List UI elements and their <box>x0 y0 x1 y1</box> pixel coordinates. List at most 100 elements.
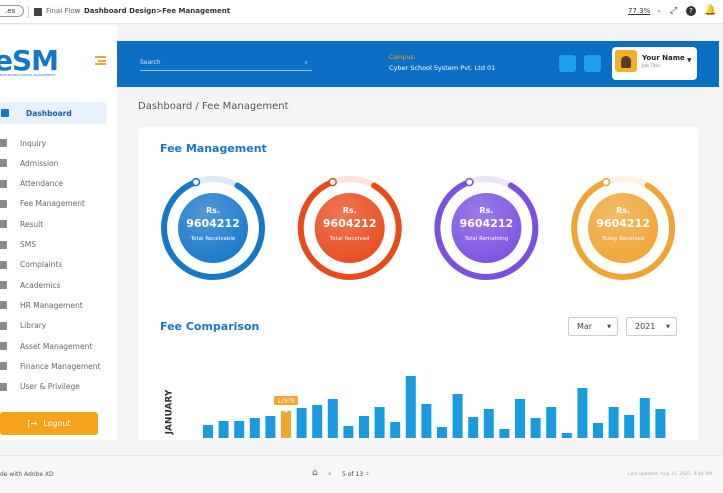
menu-icon <box>0 301 7 310</box>
bar <box>203 425 213 438</box>
menu-item[interactable]: Academics <box>0 274 107 296</box>
menu-item[interactable]: SMS <box>0 234 107 256</box>
menu-icon <box>0 260 7 269</box>
ring-dot <box>601 177 611 187</box>
menu-icon <box>0 281 7 290</box>
menu-item[interactable]: Dashboard <box>0 102 107 124</box>
fullscreen[interactable]: ⤢ <box>670 6 678 16</box>
project[interactable]: Final Flow <box>46 7 81 15</box>
menu-item[interactable]: Asset Management <box>0 335 107 357</box>
section-title: Fee Comparison <box>160 320 260 333</box>
bar <box>624 414 635 438</box>
next[interactable]: › <box>366 469 370 478</box>
bar <box>655 409 666 438</box>
home[interactable]: ⌂ <box>312 468 318 478</box>
menu-item[interactable]: Attendance <box>0 173 107 195</box>
search[interactable]: Search ⌕ <box>140 59 312 71</box>
menu-label: Complaints <box>20 260 63 270</box>
ring <box>571 176 676 280</box>
bar <box>608 407 619 438</box>
bar <box>561 433 572 438</box>
bar <box>359 415 369 438</box>
badge[interactable]: .es <box>0 5 25 17</box>
ring-dot <box>191 177 201 187</box>
rings <box>161 176 676 280</box>
bar <box>249 418 260 438</box>
menu-label: Academics <box>20 280 61 290</box>
menu-icon <box>0 179 7 188</box>
bar <box>468 417 479 438</box>
month-select[interactable]: Mar ▼ <box>568 317 618 336</box>
prev[interactable]: ‹ <box>328 469 332 478</box>
hamburger[interactable] <box>95 56 106 65</box>
bell[interactable]: 🔔 <box>704 5 717 16</box>
amount: 9604212 <box>596 217 650 230</box>
footer <box>0 455 723 493</box>
ring-dot <box>328 177 337 187</box>
menu-item[interactable]: Complaints <box>0 254 107 276</box>
toolbar <box>0 0 723 24</box>
menu-label: Inquiry <box>20 138 47 148</box>
ring <box>297 176 402 280</box>
menu-icon <box>0 139 7 147</box>
menu-item[interactable]: Finance Management <box>0 355 107 377</box>
bar <box>499 428 510 438</box>
icon-button[interactable] <box>584 55 601 72</box>
menu-item[interactable]: User & Privilege <box>0 376 107 398</box>
zoom[interactable]: 77.3% <box>628 7 651 15</box>
card-label: Total Receivable <box>190 236 236 242</box>
bar <box>421 404 432 438</box>
page-count: 5 of 13 <box>342 471 364 478</box>
menu-label: HR Management <box>20 300 83 310</box>
crumb-sep: > <box>74 7 80 15</box>
bar <box>530 418 541 438</box>
bar <box>327 399 338 438</box>
icon-button[interactable] <box>559 55 576 72</box>
card-label: Total Remaining <box>464 236 509 242</box>
year-select[interactable]: 2021 ▼ <box>626 317 677 336</box>
breadcrumb: Dashboard Design>Fee Management <box>84 7 231 15</box>
menu-label: Attendance <box>20 179 64 189</box>
menu-label: Library <box>20 321 47 331</box>
menu-item[interactable]: Result <box>0 213 107 235</box>
bar-chart: 12978 <box>203 376 666 438</box>
month: Mar <box>577 322 593 331</box>
menu-label: Admission <box>20 158 59 168</box>
card-label: Today Received <box>601 236 645 242</box>
logo: eSM <box>0 44 59 77</box>
tooltip-dot <box>284 409 288 413</box>
menu-item[interactable]: Admission <box>0 152 107 174</box>
bar <box>483 409 494 438</box>
sidebar <box>0 25 117 440</box>
menu-icon <box>0 240 7 249</box>
user-name: Your Name <box>642 54 685 62</box>
bar <box>218 421 229 438</box>
separator <box>28 6 29 18</box>
bar <box>343 425 354 438</box>
currency: Rs. <box>342 206 357 215</box>
updated: Last updated: Aug 31, 2021, 9:44 AM <box>628 472 713 477</box>
menu-item[interactable]: HR Management <box>0 294 107 316</box>
card-label: Total Received <box>329 236 370 242</box>
menu-item[interactable]: Fee Management <box>0 193 107 215</box>
currency: Rs. <box>479 206 494 215</box>
menu-icon <box>0 321 7 330</box>
currency: Rs. <box>206 206 220 215</box>
help[interactable]: ? <box>686 6 696 16</box>
made-with: de with Adobe XD <box>0 471 54 478</box>
ring-dot <box>465 177 474 187</box>
amount: 9604212 <box>459 217 514 230</box>
campus: Cyber School System Pvt. Ltd 01 <box>389 64 496 72</box>
menu-icon <box>0 220 7 229</box>
menu-label: Dashboard <box>26 108 72 118</box>
menu-item[interactable]: Inquiry <box>0 132 107 154</box>
menu-item[interactable]: Library <box>0 315 107 337</box>
menu-icon <box>0 382 7 391</box>
menu-icon <box>0 159 7 168</box>
campus-label: Campus: <box>389 54 416 61</box>
ring-core <box>588 193 659 263</box>
job-title: Job Title <box>642 64 661 69</box>
bar <box>390 422 401 438</box>
logout-button[interactable]: [→ Logout <box>0 412 98 435</box>
